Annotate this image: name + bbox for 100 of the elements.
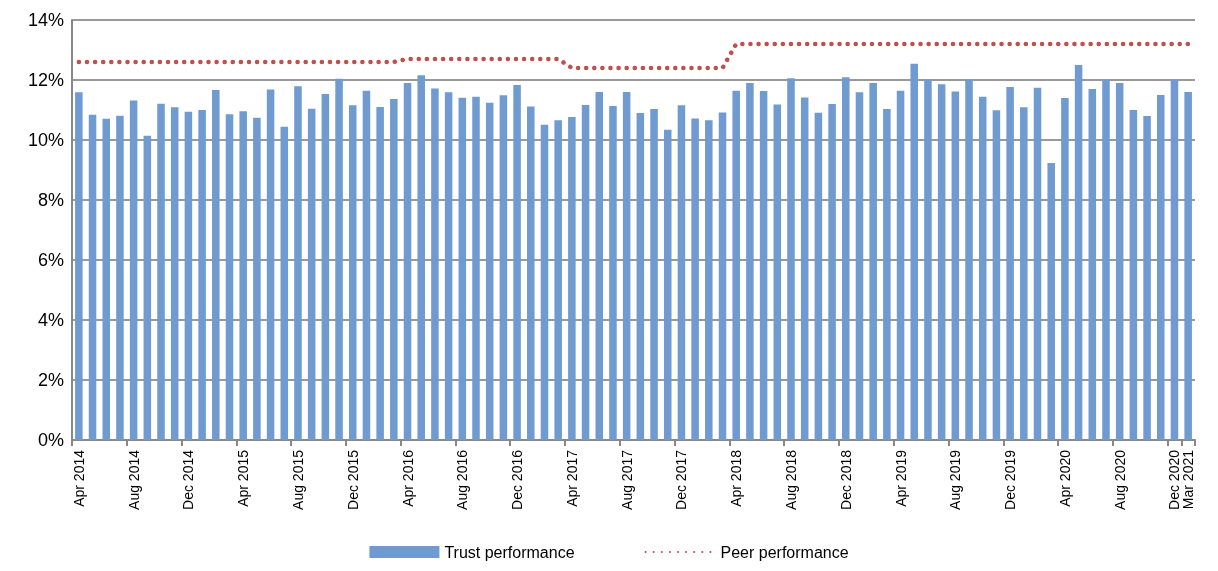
bar	[1102, 80, 1110, 440]
bar	[225, 114, 234, 440]
bar	[965, 79, 973, 440]
bar	[951, 91, 960, 440]
bar	[609, 106, 617, 440]
bar	[1157, 95, 1165, 440]
bar	[239, 111, 247, 440]
bar	[910, 63, 919, 440]
bar	[814, 112, 823, 440]
x-tick-label: Mar 2021	[1180, 449, 1197, 510]
bar	[869, 83, 877, 440]
bar	[444, 92, 453, 440]
bar	[1033, 87, 1042, 440]
bar	[800, 97, 809, 440]
bar	[787, 78, 795, 440]
x-tick-label: Dec 2019	[1002, 449, 1019, 510]
bar	[773, 104, 782, 440]
bar	[527, 106, 535, 440]
bar	[431, 88, 439, 440]
bar	[924, 79, 932, 440]
bar	[472, 96, 480, 440]
bar	[321, 94, 330, 440]
x-tick-label: Dec 2014	[180, 449, 197, 510]
bar	[855, 92, 864, 440]
bar	[992, 110, 1001, 440]
y-tick-label: 4%	[37, 310, 64, 330]
bar	[458, 97, 467, 440]
bar	[828, 104, 836, 440]
x-tick-label: Aug 2015	[289, 449, 306, 510]
bar	[896, 90, 905, 440]
bar	[294, 86, 302, 440]
y-tick-label: 8%	[37, 190, 64, 210]
bar	[1074, 65, 1083, 440]
bar	[1184, 92, 1192, 440]
y-tick-label: 0%	[37, 430, 64, 450]
bar	[540, 124, 549, 440]
bar	[1170, 80, 1179, 440]
bar	[198, 110, 206, 440]
bar	[568, 116, 576, 440]
bar	[636, 113, 645, 440]
bar	[1047, 163, 1055, 440]
legend-label: Trust performance	[444, 543, 575, 561]
bar	[348, 105, 357, 440]
bar	[116, 115, 124, 440]
bar	[595, 92, 604, 440]
x-tick-label: Aug 2017	[618, 449, 635, 510]
bar	[718, 112, 727, 440]
bar	[1006, 86, 1014, 440]
bar	[143, 135, 152, 440]
bar	[184, 111, 193, 440]
bar	[650, 109, 658, 440]
bar	[691, 118, 699, 440]
y-tick-label: 12%	[27, 70, 64, 90]
bar	[513, 85, 521, 440]
bar	[157, 103, 165, 440]
x-tick-label: Dec 2020	[1166, 449, 1183, 510]
x-tick-label: Apr 2014	[70, 449, 87, 507]
bar	[842, 77, 850, 440]
y-tick-label: 14%	[27, 10, 64, 30]
bar	[335, 78, 343, 440]
bar	[1115, 83, 1124, 440]
y-tick-label: 10%	[27, 130, 64, 150]
bar	[403, 83, 412, 440]
bar	[1088, 89, 1097, 440]
bar	[75, 92, 83, 440]
bar	[362, 90, 371, 440]
bar	[705, 120, 713, 440]
x-tick-label: Dec 2015	[344, 449, 361, 510]
bar	[746, 83, 754, 440]
x-tick-label: Dec 2018	[837, 449, 854, 510]
bar	[390, 98, 398, 440]
bar	[280, 126, 289, 440]
bar	[376, 107, 384, 440]
line-series	[76, 41, 1191, 71]
y-tick-label: 2%	[37, 370, 64, 390]
bar	[253, 117, 261, 440]
bar	[937, 84, 946, 440]
bar	[554, 120, 562, 440]
x-tick-label: Apr 2016	[399, 449, 416, 507]
x-tick-label: Aug 2014	[125, 449, 142, 510]
bar	[129, 100, 138, 440]
x-tick-label: Aug 2018	[782, 449, 799, 510]
x-tick-label: Apr 2018	[728, 449, 745, 507]
x-tick-label: Dec 2016	[509, 449, 526, 510]
bar	[732, 90, 740, 440]
bar	[266, 89, 275, 440]
bar	[485, 102, 494, 440]
bar	[883, 109, 891, 440]
x-tick-label: Aug 2016	[454, 449, 471, 510]
bar	[1020, 107, 1028, 440]
bar	[1129, 110, 1138, 440]
bar	[417, 75, 425, 440]
x-tick-label: Dec 2017	[673, 449, 690, 510]
x-tick-label: Aug 2020	[1111, 449, 1128, 510]
bar	[622, 92, 631, 440]
bar	[581, 104, 590, 440]
bar	[978, 96, 987, 440]
bar	[499, 95, 508, 440]
x-tick-label: Apr 2019	[892, 449, 909, 507]
bar	[759, 91, 768, 440]
